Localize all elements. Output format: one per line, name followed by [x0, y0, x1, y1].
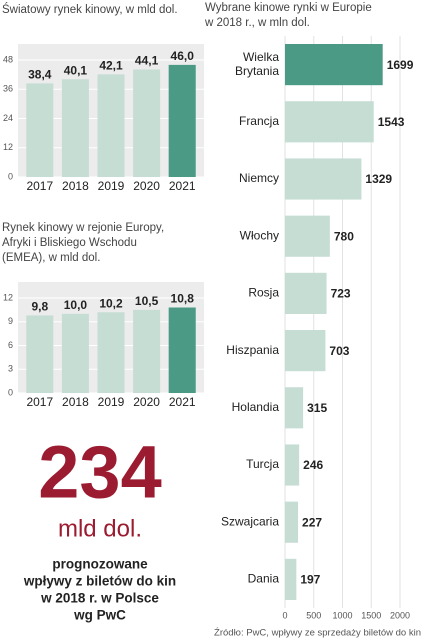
bar — [133, 309, 161, 393]
x-tick-label: 2020 — [133, 395, 160, 409]
value-label: 9,8 — [31, 300, 48, 314]
value-label: 42,1 — [99, 59, 123, 73]
chart-title: Światowy rynek kinowy, w mld dol. — [2, 3, 178, 16]
chart-title: w 2018 r., w mln dol. — [204, 17, 310, 29]
value-label: 1699 — [387, 58, 414, 72]
x-tick-label: 2021 — [169, 395, 196, 409]
x-tick-label: 2021 — [169, 179, 196, 193]
y-tick-label: 12 — [3, 292, 13, 302]
value-label: 38,4 — [28, 68, 52, 82]
chart-title: Wybrane kinowe rynki w Europie — [205, 2, 372, 14]
x-tick-label: 2000 — [390, 610, 410, 620]
bar — [285, 444, 300, 486]
callout-unit: mld dol. — [58, 515, 142, 542]
bar — [61, 79, 89, 177]
value-label: 197 — [300, 573, 320, 587]
bar — [285, 330, 326, 372]
category-label: Niemcy — [239, 171, 279, 185]
value-label: 10,5 — [135, 294, 159, 308]
bar — [133, 69, 161, 177]
callout-line: wpływy z biletów do kin — [23, 574, 176, 589]
value-label: 315 — [307, 401, 327, 415]
value-label: 780 — [334, 229, 354, 243]
category-label: Włochy — [240, 228, 279, 242]
bar — [168, 64, 196, 177]
x-tick-label: 2019 — [98, 179, 125, 193]
y-tick-label: 0 — [8, 387, 13, 397]
bar — [97, 74, 125, 177]
value-label: 227 — [302, 515, 322, 529]
value-label: 1329 — [365, 172, 392, 186]
y-tick-label: 12 — [3, 142, 13, 152]
x-tick-label: 2020 — [133, 179, 160, 193]
value-label: 703 — [329, 344, 349, 358]
category-label: Brytania — [235, 64, 279, 78]
callout-line: wg PwC — [73, 608, 126, 623]
value-label: 44,1 — [135, 54, 159, 68]
x-tick-label: 2018 — [62, 395, 89, 409]
y-tick-label: 24 — [3, 113, 13, 123]
bar — [285, 215, 330, 257]
value-label: 46,0 — [171, 49, 195, 63]
chart-title: (EMEA), w mld dol. — [2, 252, 100, 264]
y-tick-label: 0 — [8, 171, 13, 181]
chart-title: Rynek kinowy w rejonie Europy, — [2, 222, 164, 234]
x-tick-label: 0 — [282, 610, 287, 620]
bar — [285, 501, 299, 543]
x-tick-label: 2019 — [98, 395, 125, 409]
value-label: 1543 — [378, 115, 405, 129]
value-label: 246 — [303, 458, 323, 472]
category-label: Hiszpania — [226, 343, 279, 357]
bar — [97, 312, 125, 393]
bar — [285, 272, 327, 314]
y-tick-label: 9 — [8, 316, 13, 326]
bar — [26, 83, 54, 177]
source: Źródło: PwC, wpływy ze sprzedaży biletów… — [214, 628, 421, 639]
y-tick-label: 36 — [3, 84, 13, 94]
x-tick-label: 500 — [306, 610, 321, 620]
bar — [285, 158, 362, 200]
x-tick-label: 2018 — [62, 179, 89, 193]
category-label: Turcja — [246, 457, 279, 471]
value-label: 10,0 — [64, 298, 88, 312]
value-label: 10,2 — [99, 296, 123, 310]
bar — [168, 307, 196, 393]
category-label: Dania — [248, 572, 280, 586]
bar — [285, 44, 383, 86]
y-tick-label: 3 — [8, 364, 13, 374]
x-tick-label: 1500 — [361, 610, 381, 620]
y-tick-label: 6 — [8, 340, 13, 350]
chart-title: Afryki i Bliskiego Wschodu — [2, 237, 137, 249]
category-label: Francja — [239, 114, 279, 128]
value-label: 40,1 — [64, 63, 88, 77]
bar — [285, 387, 304, 429]
callout-line: prognozowane — [52, 557, 148, 572]
category-label: Holandia — [232, 400, 280, 414]
x-tick-label: 2017 — [26, 395, 53, 409]
category-label: Wielka — [243, 50, 279, 64]
category-label: Rosja — [248, 286, 279, 300]
bar — [61, 313, 89, 393]
callout-number: 234 — [38, 431, 161, 514]
y-tick-label: 48 — [3, 54, 13, 64]
bar — [285, 558, 297, 600]
bar — [285, 101, 374, 143]
value-label: 10,8 — [171, 292, 195, 306]
callout-line: w 2018 r. w Polsce — [40, 591, 159, 606]
value-label: 723 — [331, 287, 351, 301]
bar — [26, 315, 54, 393]
x-tick-label: 2017 — [26, 179, 53, 193]
x-tick-label: 1000 — [332, 610, 352, 620]
category-label: Szwajcaria — [221, 514, 279, 528]
